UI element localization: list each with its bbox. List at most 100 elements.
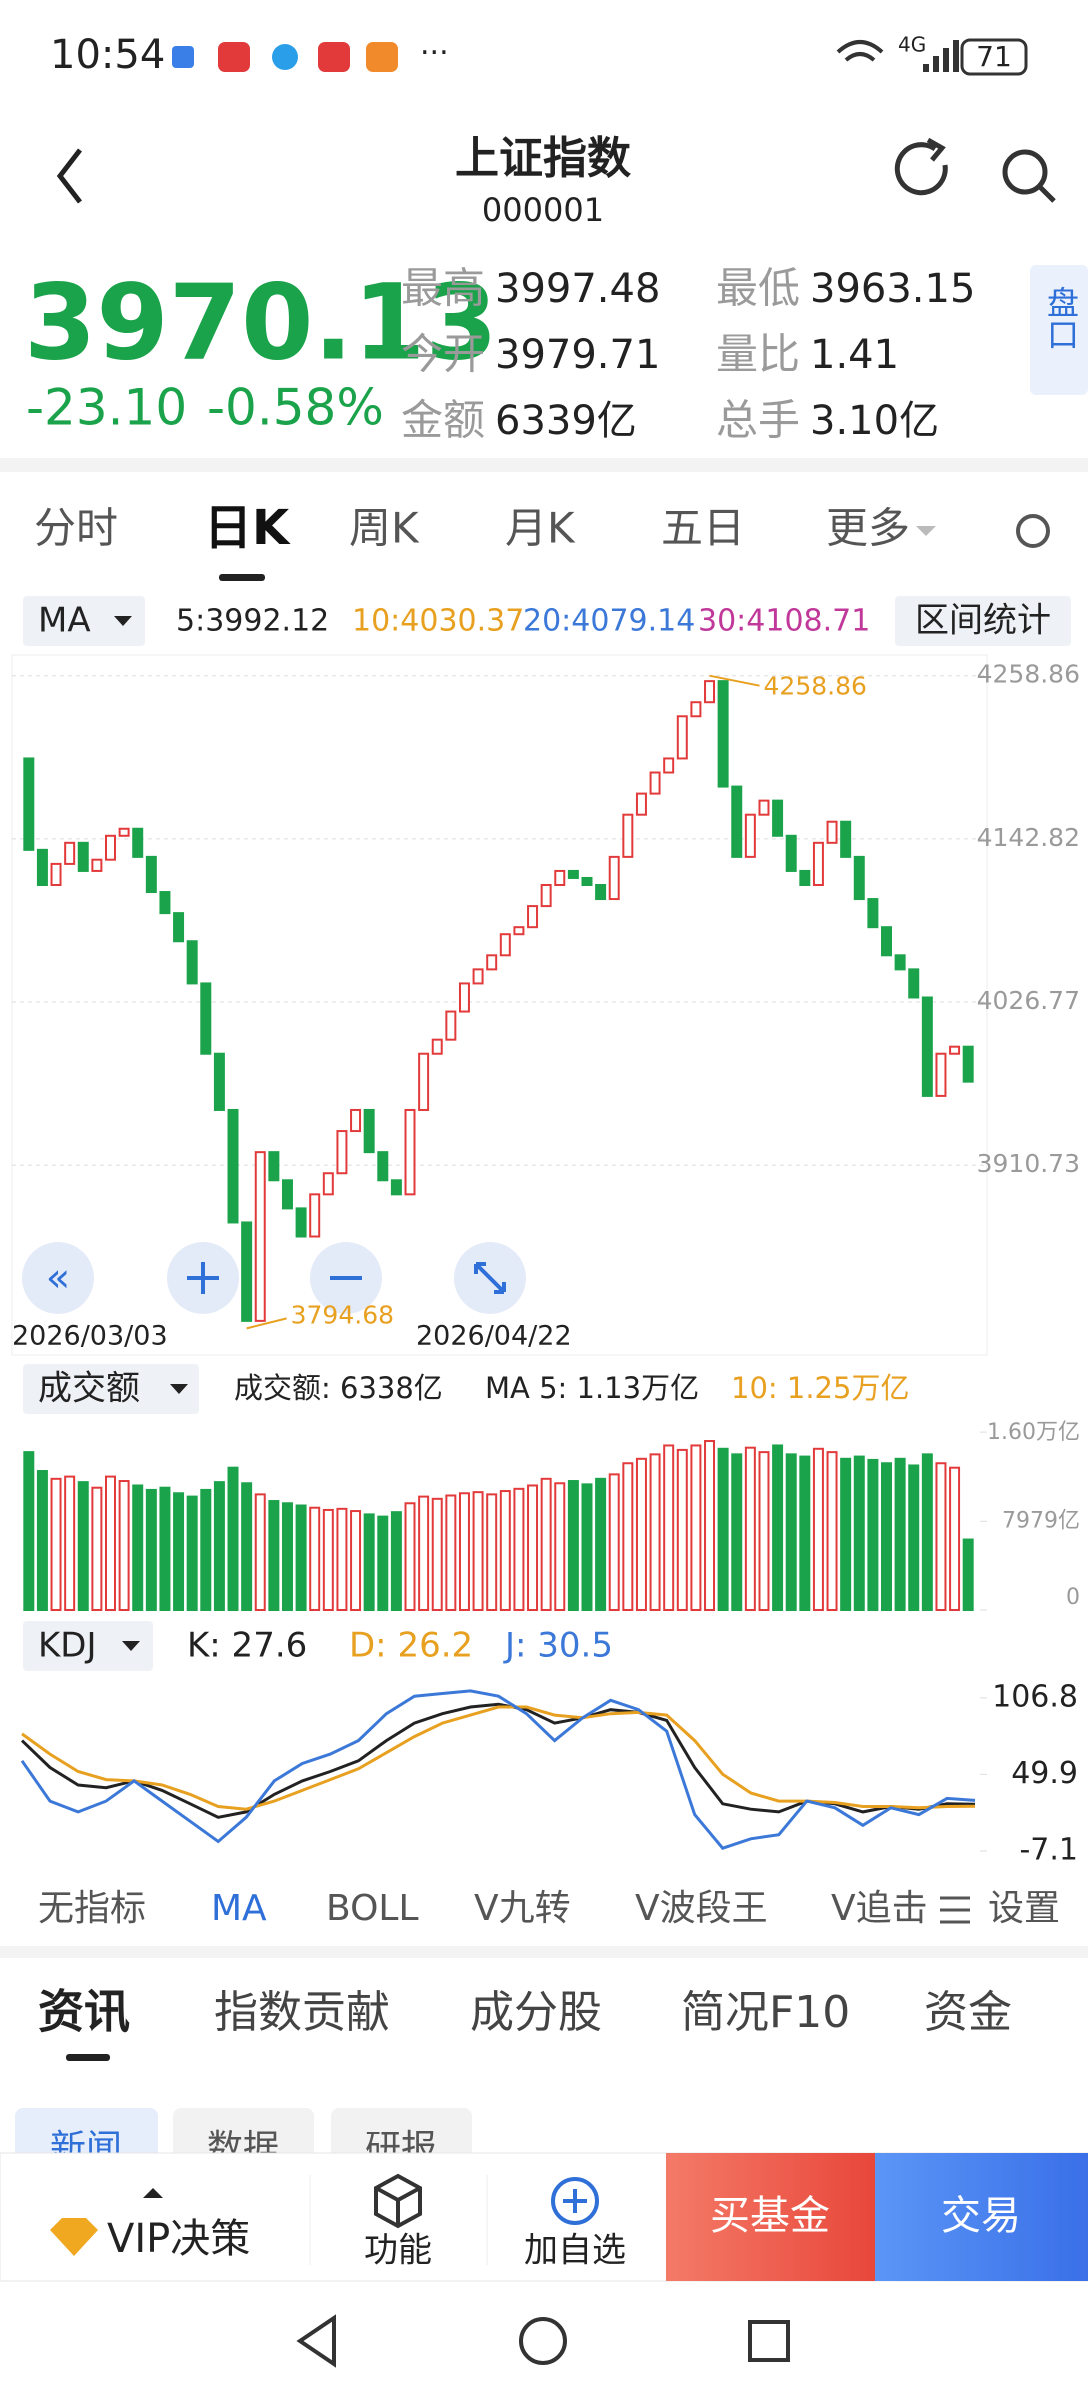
candle — [676, 715, 688, 760]
range-stats-label[interactable]: 区间统计 — [915, 601, 1051, 641]
annotation-line — [246, 1317, 287, 1330]
candle — [581, 876, 593, 887]
settings-button[interactable]: 设置 — [988, 1888, 1060, 1929]
refresh-button[interactable] — [894, 137, 948, 196]
volume-bar — [622, 1462, 634, 1612]
candle — [663, 757, 675, 774]
volume-bar — [91, 1486, 103, 1612]
candle — [159, 891, 171, 915]
volume-legend: MA 5: 1.13万亿 — [485, 1371, 699, 1405]
function-button[interactable]: 功能 — [364, 2231, 432, 2271]
candle — [254, 1151, 266, 1322]
volume-bar — [676, 1448, 688, 1611]
news-tab-underline — [66, 2054, 110, 2061]
nav-back[interactable] — [296, 2314, 336, 2368]
candle — [731, 785, 743, 858]
expand-arrow[interactable] — [143, 2188, 163, 2198]
chart-tab[interactable]: 五日 — [661, 504, 745, 553]
chart-tab[interactable]: 更多 — [826, 504, 910, 553]
buy-fund-button[interactable] — [666, 2153, 875, 2281]
volume-bar — [132, 1484, 144, 1611]
indicator-tab[interactable]: 无指标 — [38, 1888, 146, 1929]
ma-selector-label[interactable]: MA — [38, 601, 91, 641]
indicator-tab[interactable]: BOLL — [326, 1888, 419, 1929]
news-tab[interactable]: 简况F10 — [681, 1987, 850, 2038]
ma-legend: 5:3992.12 — [176, 604, 329, 639]
y-tick-label: 49.9 — [1011, 1756, 1078, 1791]
stat-label: 量比 — [716, 330, 800, 379]
stat-label: 金额 — [401, 396, 485, 445]
volume-bar — [649, 1453, 661, 1611]
candle — [649, 771, 661, 795]
candle — [336, 1130, 348, 1175]
candle — [227, 1108, 239, 1224]
news-tab[interactable]: 成分股 — [470, 1987, 602, 2038]
status-icon — [272, 44, 298, 70]
range-stats-button[interactable] — [895, 596, 1071, 646]
scroll-left-button[interactable] — [22, 1242, 94, 1314]
search-button[interactable] — [1002, 149, 1056, 203]
kdj-legend: J: 30.5 — [503, 1626, 613, 1666]
candle — [295, 1207, 307, 1238]
stat-label: 总手 — [716, 396, 800, 445]
chart-tab[interactable]: 日K — [204, 500, 291, 556]
chart-tab[interactable]: 月K — [505, 504, 576, 553]
buy-fund-label: 买基金 — [710, 2193, 830, 2239]
volume-bar — [881, 1462, 892, 1612]
candle — [105, 834, 116, 861]
candle — [268, 1151, 280, 1182]
side-tab-label[interactable]: 盘口 — [1042, 286, 1080, 350]
candle — [186, 940, 198, 985]
news-tab[interactable]: 资金 — [924, 1987, 1012, 2038]
y-tick-label: 4258.86 — [977, 660, 1080, 689]
volume-selector[interactable] — [23, 1364, 199, 1414]
indicator-tab[interactable]: V波段王 — [635, 1888, 768, 1929]
indicator-tab[interactable]: MA — [211, 1888, 267, 1929]
kdj-selector[interactable] — [23, 1621, 153, 1671]
settings-gear[interactable] — [1016, 514, 1050, 548]
ma-selector[interactable] — [23, 596, 145, 646]
volume-bar — [704, 1440, 716, 1611]
volume-bar — [772, 1444, 784, 1612]
candle — [281, 1179, 293, 1210]
candle — [540, 884, 552, 908]
volume-selector-label: 成交额 — [38, 1369, 140, 1409]
trade-button[interactable] — [875, 2153, 1088, 2281]
stat-label: 最高 — [401, 264, 485, 313]
volume-legend: 成交额: 6338亿 — [234, 1371, 443, 1405]
candle — [77, 841, 89, 872]
candle — [350, 1108, 362, 1133]
candle — [390, 1179, 402, 1196]
volume-bar — [213, 1481, 225, 1612]
news-tab[interactable]: 资讯 — [38, 1985, 130, 2039]
volume-bar — [867, 1458, 879, 1611]
kdj-line — [20, 1689, 976, 1850]
stat-value: 6339亿 — [495, 398, 637, 444]
zoom-controls: « — [22, 1242, 526, 1314]
add-watchlist-button[interactable]: 加自选 — [524, 2231, 626, 2271]
news-tab[interactable]: 指数贡献 — [214, 1987, 390, 2038]
candle — [458, 982, 470, 1013]
indicator-tab[interactable]: V九转 — [474, 1888, 571, 1929]
nav-home[interactable] — [519, 2317, 567, 2365]
status-more: ··· — [420, 36, 449, 71]
kdj-line — [20, 1702, 976, 1819]
price: 3970.13 — [24, 261, 498, 383]
candle — [921, 996, 933, 1097]
chart-tab[interactable]: 周K — [349, 504, 420, 553]
volume-bar — [799, 1455, 811, 1611]
volume-bar — [268, 1500, 280, 1612]
icon: « — [46, 1255, 70, 1301]
volume-bar — [105, 1475, 116, 1612]
vip-button[interactable]: VIP决策 — [107, 2216, 250, 2262]
candle — [36, 848, 48, 887]
nav-recents[interactable] — [748, 2320, 790, 2362]
chart-tab[interactable]: 分时 — [34, 504, 118, 553]
stock-code: 000001 — [482, 191, 604, 229]
volume-bar — [254, 1493, 266, 1611]
ma-legend: 10:4030.37 — [352, 604, 524, 639]
back-button[interactable] — [56, 148, 82, 204]
dropdown-arrow — [170, 1384, 188, 1394]
indicator-tab[interactable]: V追击 — [831, 1888, 928, 1929]
side-tab[interactable] — [1030, 265, 1088, 395]
